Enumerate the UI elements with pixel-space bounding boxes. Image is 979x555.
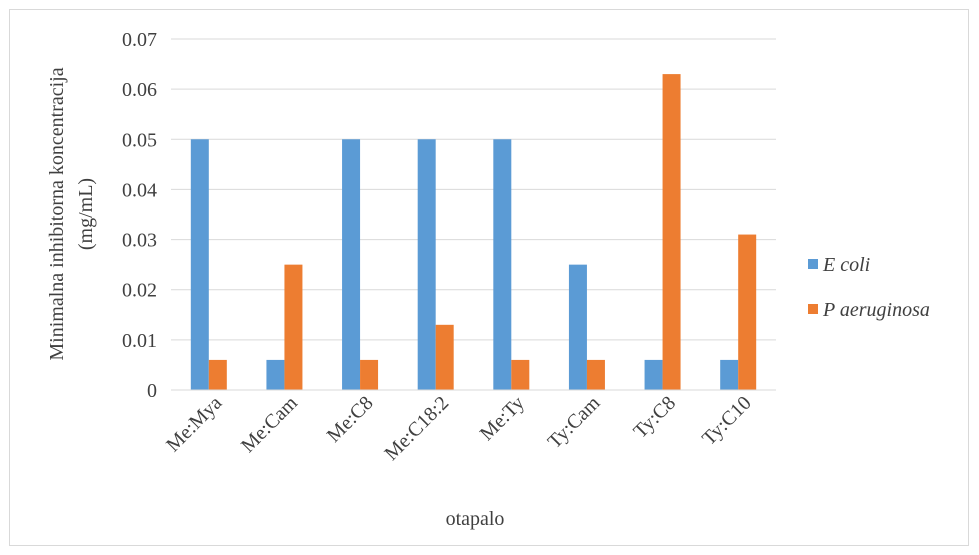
bar-e-coli-me-c8 [342,139,361,390]
x-tick-label: Ty:C8 [629,392,680,443]
bar-e-coli-me-cam [266,359,285,390]
x-tick-label: Me:C8 [323,392,378,447]
bar-e-coli-ty-cam [568,264,587,390]
x-tick-label: Ty:Cam [544,392,605,453]
y-tick-label: 0.03 [122,230,157,252]
x-tick-label: Ty:C10 [698,392,756,450]
legend-swatch-e-coli [808,259,818,269]
x-tick-label: Me:Ty [476,392,529,445]
bars [190,74,757,390]
y-tick-label: 0.02 [122,280,157,302]
bar-e-coli-me-c18-2 [417,139,436,390]
bar-e-coli-me-mya [190,139,209,390]
bar-p-aeruginosa-ty-c8 [662,74,681,390]
y-axis-title-line-2: (mg/mL) [75,178,97,250]
y-tick-label: 0.01 [122,330,157,352]
bar-p-aeruginosa-me-mya [208,359,227,390]
bar-p-aeruginosa-ty-cam [586,359,605,390]
bar-p-aeruginosa-me-c8 [360,359,379,390]
y-tick-label: 0.05 [122,129,157,151]
x-axis-title: otapalo [446,508,505,530]
legend-label-e-coli: E coli [822,254,870,276]
bar-p-aeruginosa-me-c18-2 [435,324,454,390]
bar-p-aeruginosa-me-ty [511,359,530,390]
legend: E coli P aeruginosa [808,254,930,321]
y-tick-labels: 0 0.01 0.02 0.03 0.04 0.05 0.06 0.07 [122,29,157,402]
x-tick-label: Me:Mya [162,392,226,456]
bar-p-aeruginosa-ty-c10 [738,234,757,390]
bar-e-coli-ty-c8 [644,359,663,390]
x-tick-label: Me:Cam [237,392,302,457]
x-tick-labels: Me:Mya Me:Cam Me:C8 Me:C18:2 Me:Ty Ty:Cam Ty:C… [162,392,756,465]
bar-e-coli-ty-c10 [720,359,739,390]
bar-p-aeruginosa-me-cam [284,264,303,390]
legend-label-p-aeruginosa: P aeruginosa [822,299,930,321]
y-tick-label: 0 [147,380,157,402]
bar-e-coli-me-ty [493,139,512,390]
chart-frame [9,9,969,546]
y-tick-label: 0.07 [122,29,157,51]
y-axis-title-line-1: Minimalna inhibitorna koncentracija [46,67,68,360]
legend-swatch-p-aeruginosa [808,304,818,314]
x-tick-label: Me:C18:2 [380,392,453,465]
gridlines [171,38,776,341]
y-tick-label: 0.06 [122,79,157,101]
y-tick-label: 0.04 [122,179,157,201]
